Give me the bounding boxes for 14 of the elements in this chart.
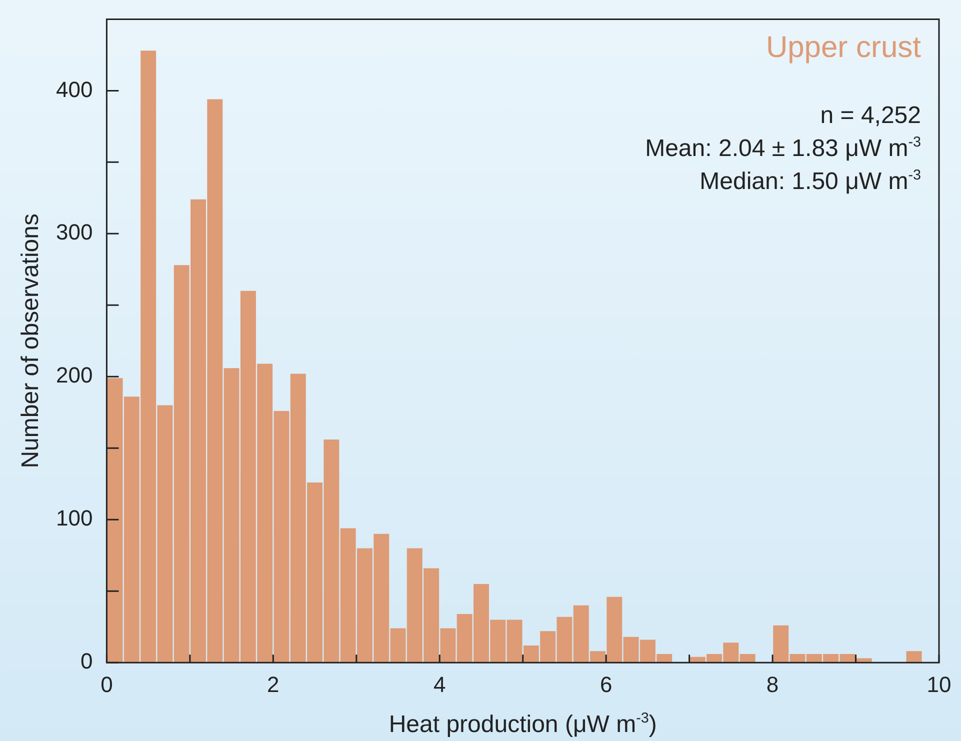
y-tick-label: 400: [56, 76, 93, 102]
y-tick-label: 100: [56, 506, 93, 531]
x-tick-label: 2: [267, 672, 280, 697]
x-tick-label: 4: [434, 672, 446, 697]
y-axis-title: Number of observations: [17, 214, 44, 468]
x-tick-label: 0: [100, 672, 113, 697]
annotation: n = 4,252: [820, 102, 922, 130]
x-tick-label: 8: [766, 672, 779, 697]
y-tick-label: 300: [56, 220, 93, 245]
y-tick-label: 200: [56, 362, 93, 388]
x-tick-label: 6: [600, 672, 612, 697]
y-tick-label: 0: [80, 648, 93, 674]
chart-title: Upper crust: [766, 31, 922, 64]
x-tick-label: 10: [926, 672, 952, 697]
